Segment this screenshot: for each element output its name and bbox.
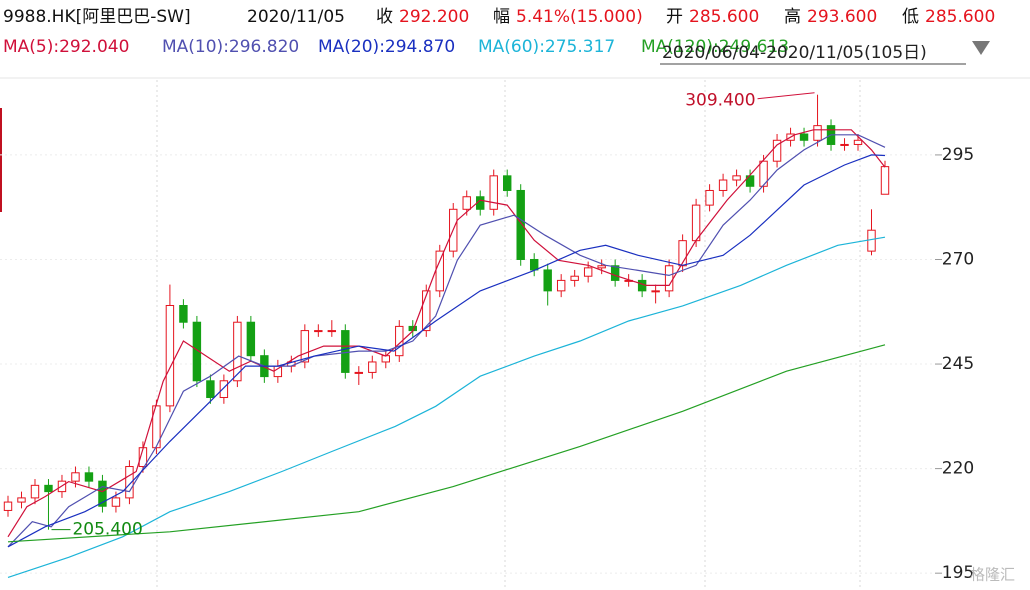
candle-body [772,139,782,162]
date-separators [156,80,861,590]
candle-body [759,160,768,187]
dropdown-arrow[interactable] [972,41,990,55]
candle-body [354,371,364,374]
plot: 195 220 245 270 295 309.400 205.400 [0,91,974,583]
ma-line [7,134,886,548]
symbol: 9988.HK[阿里巴巴-SW] [3,7,191,27]
y-tick-label: 220 [942,459,974,479]
candle-body [165,304,175,407]
candle-body [651,290,660,293]
low-label: 低 [902,7,919,27]
candle-body [853,139,863,145]
candle-body [3,501,13,511]
candle-body [813,125,822,141]
candle-body [732,175,741,181]
open-label: 开 [666,7,683,27]
candle-body [395,325,404,357]
candle-body [179,304,188,323]
date-range[interactable]: 2020/06/04-2020/11/05(105日) [662,43,927,63]
ma-line [7,344,886,543]
candle-body [327,330,337,333]
candle-body [341,330,350,373]
candle-body [543,269,552,292]
change-value: 5.41%(15.000) [516,7,643,27]
candle-body [705,189,714,206]
candle-body [489,175,498,210]
close-value: 292.200 [399,7,469,27]
candle-body [718,179,728,191]
candle-body [637,279,647,292]
y-tick-label: 195 [942,563,974,583]
ma-line [7,154,886,548]
candle-body [840,143,849,146]
candle-body [84,472,94,482]
candle-body [422,290,431,332]
candle-body [610,265,620,281]
y-tick-label: 270 [942,249,974,269]
candle-body [17,497,26,503]
candle-body [516,189,525,260]
date: 2020/11/05 [247,7,345,27]
open-value: 285.600 [689,7,759,27]
candle-body [219,380,229,399]
header: 9988.HK[阿里巴巴-SW] 2020/11/05 收 292.200 幅 … [3,7,995,27]
candle-body [233,321,242,382]
candle-body [44,484,53,493]
candle-body [556,279,566,292]
legend: MA(5):292.040 MA(10):296.820 MA(20):294.87… [3,37,789,57]
candle-body [192,321,202,382]
y-tick-label: 295 [942,145,974,165]
ma-line [7,129,886,538]
candle-body [111,497,121,507]
candle-body [597,265,606,269]
change-label: 幅 [493,7,510,27]
candle-body [503,175,512,191]
watermark: 格隆汇 [970,566,1015,584]
candle-body [368,361,377,373]
candle-body [570,275,579,281]
low-value: 285.600 [925,7,995,27]
ma-line [7,236,886,578]
low-annotation: 205.400 [72,520,142,540]
candle-body [529,258,539,271]
high-label: 高 [784,7,801,27]
candle-body [691,204,701,242]
legend-entry: MA(120):249.613 [641,37,789,57]
candle-body [799,133,809,141]
legend-entry: MA(60):275.317 [478,37,615,57]
candle-body [880,166,890,195]
close-label: 收 [376,7,393,27]
high-annotation: 309.400 [685,91,755,111]
candle-body [435,250,444,292]
candle-body [30,484,40,499]
high-value: 293.600 [807,7,877,27]
candle-body [867,229,876,252]
candle-body [206,380,215,399]
candle-body [125,466,134,499]
candle-body [246,321,256,357]
annotation-arrow [757,92,815,100]
candle-body [314,330,323,333]
candle-body [71,472,80,482]
legend-entry: MA(10):296.820 [162,37,299,57]
candle-body [300,330,310,363]
legend-entry: MA(5):292.040 [3,37,129,57]
candle-body [462,196,471,210]
legend-entry: MA(20):294.870 [318,37,455,57]
y-tick-label: 245 [942,354,974,374]
candle-body [664,265,674,292]
candle-body [98,480,107,507]
candle-body [583,267,593,277]
